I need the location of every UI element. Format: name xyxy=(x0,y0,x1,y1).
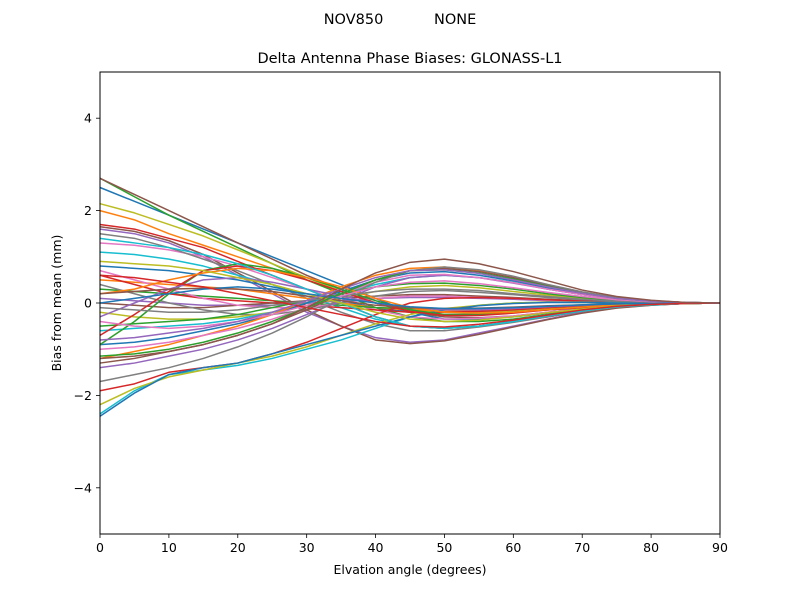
series-line-43 xyxy=(99,286,720,310)
series-line-39 xyxy=(99,288,720,313)
y-axis: −4 −2 0 2 4 xyxy=(74,111,100,495)
x-tick-label: 70 xyxy=(574,540,590,555)
x-tick-label: 0 xyxy=(96,540,104,555)
x-tick-label: 40 xyxy=(368,540,384,555)
x-tick-label: 10 xyxy=(161,540,177,555)
series-line-41 xyxy=(99,280,721,330)
x-tick-label: 60 xyxy=(505,540,521,555)
x-tick-label: 90 xyxy=(712,540,728,555)
plot-lines xyxy=(99,177,721,417)
series-line-46 xyxy=(99,258,721,360)
series-line-45 xyxy=(99,268,721,341)
x-tick-label: 50 xyxy=(436,540,452,555)
x-tick-label: 20 xyxy=(230,540,246,555)
y-tick-label: 0 xyxy=(84,296,92,311)
x-tick-label: 30 xyxy=(299,540,315,555)
x-tick-label: 80 xyxy=(643,540,659,555)
y-tick-label: −4 xyxy=(74,480,92,495)
x-axis: 0 10 20 30 40 50 60 70 80 90 xyxy=(96,534,728,555)
chart-title: Delta Antenna Phase Biases: GLONASS-L1 xyxy=(257,51,562,67)
y-tick-label: 2 xyxy=(84,203,92,218)
x-axis-label: Elvation angle (degrees) xyxy=(333,562,486,577)
series-line-44 xyxy=(99,274,721,328)
series-line-32 xyxy=(99,301,720,417)
y-tick-label: −2 xyxy=(74,388,92,403)
figure-suptitle: NOV850 NONE xyxy=(324,12,477,28)
y-tick-label: 4 xyxy=(84,111,92,126)
y-axis-label: Bias from mean (mm) xyxy=(49,235,64,372)
